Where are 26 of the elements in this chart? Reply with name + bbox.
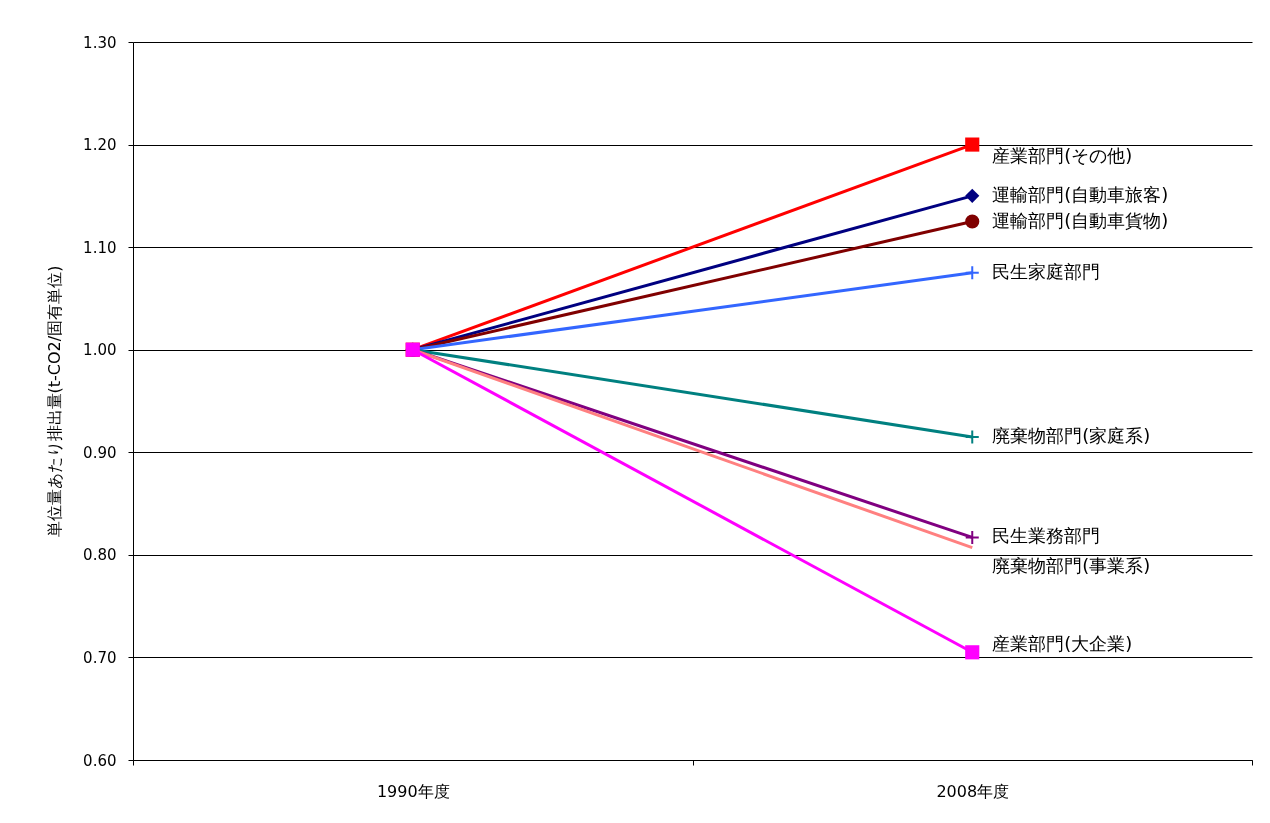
- y-tick-label: 0.70: [83, 648, 117, 667]
- series-label: 産業部門(大企業): [992, 633, 1133, 655]
- series-label: 廃棄物部門(事業系): [992, 554, 1151, 576]
- series-label: 運輸部門(自動車貨物): [992, 209, 1169, 231]
- point: [964, 429, 980, 445]
- series-label: 運輸部門(自動車旅客): [992, 183, 1169, 205]
- series-label: 民生家庭部門: [992, 260, 1101, 282]
- y-tick-label: 1.20: [83, 136, 117, 155]
- x-tick-label: 2008年度: [936, 781, 1010, 801]
- series-label: 民生業務部門: [992, 525, 1101, 547]
- series-label: 廃棄物部門(家庭系): [992, 424, 1151, 446]
- point: [965, 137, 980, 152]
- y-tick-label: 0.80: [83, 546, 117, 565]
- y-tick-label: 1.10: [83, 238, 117, 257]
- y-tick-label: 0.60: [83, 751, 117, 770]
- y-tick-label: 1.30: [83, 33, 117, 52]
- y-tick-label: 1.00: [83, 341, 117, 360]
- series-label: 産業部門(その他): [992, 144, 1133, 166]
- point: [964, 529, 980, 545]
- point: [965, 188, 980, 203]
- point: [965, 645, 980, 660]
- y-tick-label: 0.90: [83, 443, 117, 462]
- point: [965, 214, 980, 229]
- x-tick-label: 1990年度: [376, 781, 450, 801]
- y-axis-title: 単位量あたり排出量(t-CO2/固有単位): [45, 265, 65, 538]
- point: [964, 265, 980, 281]
